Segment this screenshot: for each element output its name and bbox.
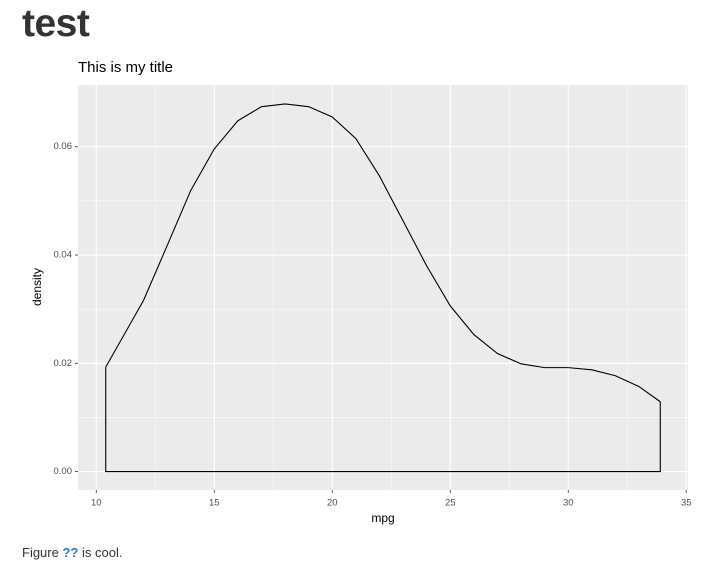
y-tick-label: 0.02 <box>54 358 73 369</box>
y-axis-title: density <box>30 268 44 306</box>
x-tick-label: 10 <box>91 498 102 509</box>
caption-text: is cool. <box>82 545 123 560</box>
plot-panel <box>78 85 688 490</box>
x-tick-label: 15 <box>209 498 220 509</box>
chart-title: This is my title <box>78 59 173 76</box>
caption-text: Figure <box>22 545 59 560</box>
x-tick-label: 30 <box>563 498 574 509</box>
y-tick-label: 0.04 <box>54 250 73 261</box>
x-tick-label: 25 <box>445 498 456 509</box>
density-curve <box>105 103 661 403</box>
x-axis-title: mpg <box>371 511 394 525</box>
caption: Figure ?? is cool. <box>22 545 122 560</box>
y-tick-label: 0.00 <box>54 466 73 477</box>
y-tick-label: 0.06 <box>54 141 73 152</box>
x-tick-label: 20 <box>327 498 338 509</box>
figure-ref[interactable]: ?? <box>62 545 79 560</box>
chart: This is my title mpg density 10 15 20 25 30 3… <box>30 59 692 525</box>
heading: test <box>22 2 90 45</box>
x-tick-label: 35 <box>681 498 692 509</box>
density-outline-base <box>105 367 661 473</box>
